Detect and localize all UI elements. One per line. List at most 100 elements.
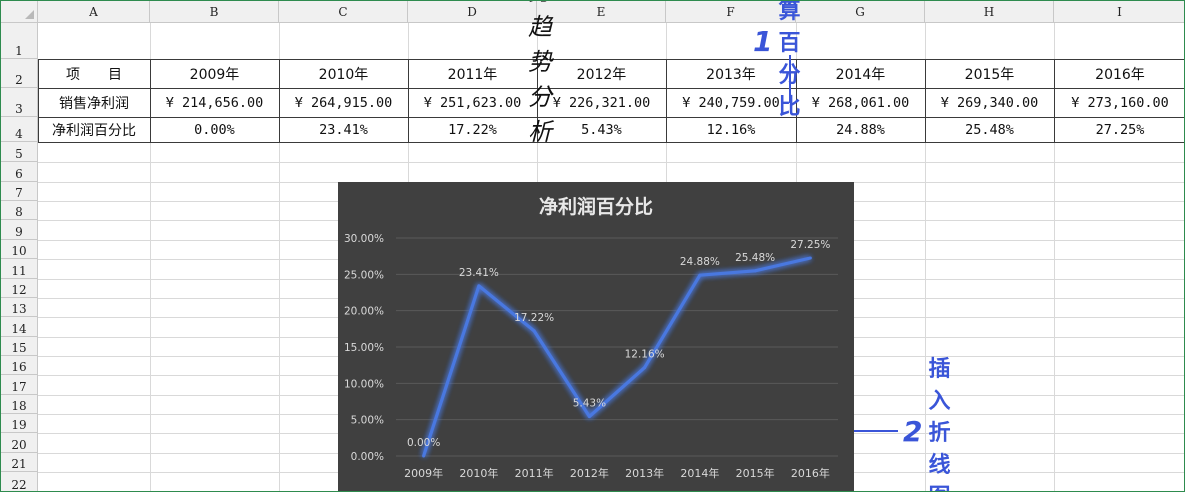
- row-header-22[interactable]: 22: [1, 472, 38, 491]
- cell-g4[interactable]: 24.88%: [836, 121, 885, 138]
- column-header-h[interactable]: H: [925, 1, 1054, 23]
- data-point: [477, 284, 481, 288]
- column-header-c[interactable]: C: [279, 1, 408, 23]
- row-header-11[interactable]: 11: [1, 259, 38, 279]
- row-header-1[interactable]: 1: [1, 23, 38, 59]
- data-point: [643, 366, 647, 370]
- cell-f3[interactable]: ¥ 240,759.00: [682, 94, 780, 111]
- row-header-14[interactable]: 14: [1, 317, 38, 337]
- annotation-step1-number: 1: [753, 24, 773, 58]
- row-header-12[interactable]: 12: [1, 279, 38, 298]
- cell-h2[interactable]: 2015年: [964, 66, 1015, 83]
- cell-i2[interactable]: 2016年: [1095, 66, 1145, 83]
- data-label: 23.41%: [459, 267, 499, 279]
- cell-c3[interactable]: ¥ 264,915.00: [294, 94, 393, 111]
- cell-g3[interactable]: ¥ 268,061.00: [811, 94, 910, 111]
- column-header-e[interactable]: E: [537, 1, 666, 23]
- cell-c2[interactable]: 2010年: [318, 66, 369, 83]
- row-header-3[interactable]: 3: [1, 88, 38, 117]
- y-tick-label: 10.00%: [344, 378, 384, 390]
- cell-e4[interactable]: 5.43%: [581, 121, 622, 138]
- row-header-19[interactable]: 19: [1, 414, 38, 433]
- y-tick-label: 0.00%: [351, 451, 384, 463]
- row-header-8[interactable]: 8: [1, 201, 38, 220]
- cell-e3[interactable]: ¥ 226,321.00: [552, 94, 651, 111]
- row-header-16[interactable]: 16: [1, 356, 38, 375]
- y-tick-label: 20.00%: [344, 306, 384, 318]
- table-border-v: [408, 59, 409, 143]
- row-header-17[interactable]: 17: [1, 375, 38, 395]
- table-border-v: [279, 59, 280, 143]
- cell-d4[interactable]: 17.22%: [448, 121, 497, 138]
- cell-f4[interactable]: 12.16%: [706, 121, 756, 138]
- data-label: 5.43%: [573, 398, 606, 410]
- sheet-title: 财务趋势分析: [528, 1, 558, 146]
- cell-a4[interactable]: 净利润百分比: [52, 122, 136, 139]
- row-header-7[interactable]: 7: [1, 182, 38, 201]
- cell-f2[interactable]: 2013年: [706, 66, 756, 83]
- cell-h3[interactable]: ¥ 269,340.00: [940, 94, 1039, 111]
- row-header-5[interactable]: 5: [1, 142, 38, 162]
- row-header-9[interactable]: 9: [1, 220, 38, 240]
- annotation-step2-number: 2: [903, 414, 923, 448]
- line-chart[interactable]: 净利润百分比 0.00% 5.00% 10.00% 15.00% 20.00% 25.00%…: [338, 182, 854, 491]
- table-border-v: [537, 59, 538, 143]
- row-header-10[interactable]: 10: [1, 240, 38, 259]
- data-label: 12.16%: [625, 349, 665, 361]
- x-tick-label: 2015年: [736, 466, 775, 480]
- cell-g2[interactable]: 2014年: [835, 66, 886, 83]
- cell-b3[interactable]: ¥ 214,656.00: [165, 94, 264, 111]
- column-header-i[interactable]: I: [1054, 1, 1184, 23]
- cell-a2[interactable]: 项 目: [66, 66, 122, 83]
- annotation-step1-pointer: [789, 55, 791, 103]
- row-header-20[interactable]: 20: [1, 433, 38, 453]
- row-header-4[interactable]: 4: [1, 117, 38, 142]
- cell-h4[interactable]: 25.48%: [965, 121, 1014, 138]
- cell-d2[interactable]: 2011年: [447, 66, 498, 83]
- grid-vline: [925, 23, 926, 491]
- data-point: [753, 269, 757, 273]
- row-header-2[interactable]: 2: [1, 59, 38, 88]
- data-point: [532, 329, 536, 333]
- cell-c4[interactable]: 23.41%: [319, 121, 368, 138]
- select-all-corner[interactable]: [1, 1, 38, 23]
- data-point: [808, 256, 812, 260]
- grid-hline: [38, 162, 1184, 163]
- cell-d3[interactable]: ¥ 251,623.00: [423, 94, 522, 111]
- annotation-step2-text: 插入折线图: [928, 357, 951, 491]
- data-label: 25.48%: [735, 252, 775, 264]
- row-header-13[interactable]: 13: [1, 298, 38, 317]
- row-header-21[interactable]: 21: [1, 453, 38, 472]
- table-border-h: [38, 117, 1184, 118]
- data-point: [587, 415, 591, 419]
- row-header-15[interactable]: 15: [1, 337, 38, 356]
- column-header-f[interactable]: F: [666, 1, 796, 23]
- column-header-b[interactable]: B: [150, 1, 279, 23]
- annotation-step1: 1 计算百分比: [753, 1, 801, 120]
- line-chart-svg: 净利润百分比 0.00% 5.00% 10.00% 15.00% 20.00% 25.00%…: [344, 195, 838, 480]
- row-header-6[interactable]: 6: [1, 162, 38, 182]
- column-header-g[interactable]: G: [796, 1, 925, 23]
- column-header-d[interactable]: D: [408, 1, 537, 23]
- cell-b4[interactable]: 0.00%: [194, 121, 235, 138]
- cell-e2[interactable]: 2012年: [576, 66, 627, 83]
- column-header-a[interactable]: A: [38, 1, 150, 23]
- cell-a3[interactable]: 销售净利润: [59, 95, 129, 112]
- x-tick-label: 2014年: [680, 466, 719, 480]
- table-border-h: [38, 59, 1184, 60]
- x-tick-label: 2016年: [791, 466, 830, 480]
- table-border-h: [38, 88, 1184, 89]
- cell-i4[interactable]: 27.25%: [1095, 121, 1145, 138]
- grid-vline: [1054, 23, 1055, 491]
- x-tick-label: 2009年: [404, 466, 443, 480]
- table-border-v: [796, 59, 797, 143]
- table-border-v: [925, 59, 926, 143]
- table-border-v: [1054, 59, 1055, 143]
- cell-i3[interactable]: ¥ 273,160.00: [1071, 94, 1169, 111]
- row-header-18[interactable]: 18: [1, 395, 38, 414]
- y-tick-label: 30.00%: [344, 233, 384, 245]
- data-label: 0.00%: [407, 437, 440, 449]
- data-label: 17.22%: [514, 312, 554, 324]
- cell-b2[interactable]: 2009年: [189, 66, 240, 83]
